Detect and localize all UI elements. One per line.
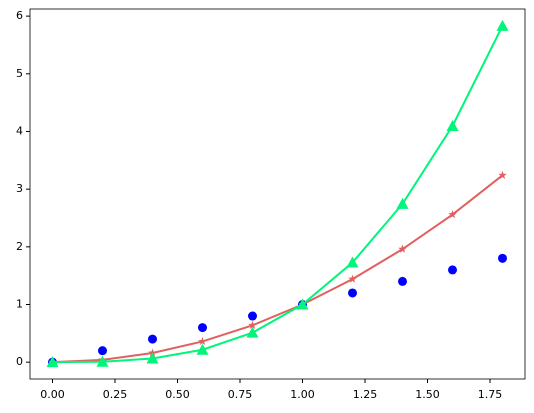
- point: [96, 355, 109, 367]
- series-line: [52, 174, 504, 364]
- y-tick-label: 4: [16, 124, 23, 137]
- point: [198, 323, 207, 333]
- point: [248, 320, 257, 329]
- x-tick-label: 1.25: [353, 388, 378, 401]
- point: [348, 288, 357, 298]
- y-tick-label: 2: [16, 240, 23, 253]
- x-tick-label: 1.75: [478, 388, 503, 401]
- point: [448, 265, 457, 275]
- point: [398, 276, 407, 286]
- plot-frame: [29, 8, 526, 380]
- point: [398, 244, 407, 253]
- point: [248, 311, 257, 321]
- x-tick-label: 0.75: [228, 388, 253, 401]
- point: [396, 197, 409, 209]
- point: [46, 356, 59, 368]
- point: [498, 170, 507, 179]
- y-tick-label: 1: [16, 298, 23, 311]
- point: [196, 343, 209, 355]
- point: [148, 334, 157, 344]
- point: [198, 336, 207, 346]
- point: [348, 274, 357, 283]
- y-tick-label: 0: [16, 355, 23, 368]
- x-tick-label: 1.00: [290, 388, 315, 401]
- x-tick-label: 0.25: [103, 388, 128, 401]
- x-tick-label: 0.00: [40, 388, 65, 401]
- point: [448, 210, 457, 219]
- point: [296, 298, 309, 310]
- y-tick-label: 3: [16, 182, 23, 195]
- point: [498, 253, 507, 263]
- x-tick-label: 1.50: [415, 388, 440, 401]
- point: [98, 346, 107, 356]
- point: [496, 19, 509, 31]
- point: [446, 119, 459, 131]
- y-tick-label: 6: [16, 9, 23, 22]
- x-tick-label: 0.50: [165, 388, 190, 401]
- point: [246, 326, 259, 338]
- y-tick-label: 5: [16, 67, 23, 80]
- series-line: [52, 25, 504, 364]
- point: [346, 256, 359, 268]
- point: [146, 352, 159, 364]
